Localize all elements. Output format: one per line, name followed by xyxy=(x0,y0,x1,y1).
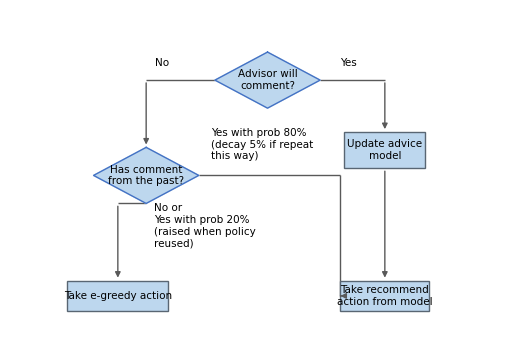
Text: No: No xyxy=(155,58,170,68)
Polygon shape xyxy=(215,52,320,108)
Polygon shape xyxy=(93,147,199,203)
Text: Take recommend
action from model: Take recommend action from model xyxy=(337,285,433,307)
Text: Take e-greedy action: Take e-greedy action xyxy=(64,291,172,301)
Text: Has comment
from the past?: Has comment from the past? xyxy=(108,165,184,186)
FancyBboxPatch shape xyxy=(345,132,425,169)
Text: Update advice
model: Update advice model xyxy=(347,139,422,161)
FancyBboxPatch shape xyxy=(67,281,169,311)
Text: Yes: Yes xyxy=(340,58,357,68)
Text: No or
Yes with prob 20%
(raised when policy
reused): No or Yes with prob 20% (raised when pol… xyxy=(155,203,256,248)
Text: Advisor will
comment?: Advisor will comment? xyxy=(238,69,298,91)
Text: Yes with prob 80%
(decay 5% if repeat
this way): Yes with prob 80% (decay 5% if repeat th… xyxy=(211,128,313,161)
FancyBboxPatch shape xyxy=(340,281,429,311)
